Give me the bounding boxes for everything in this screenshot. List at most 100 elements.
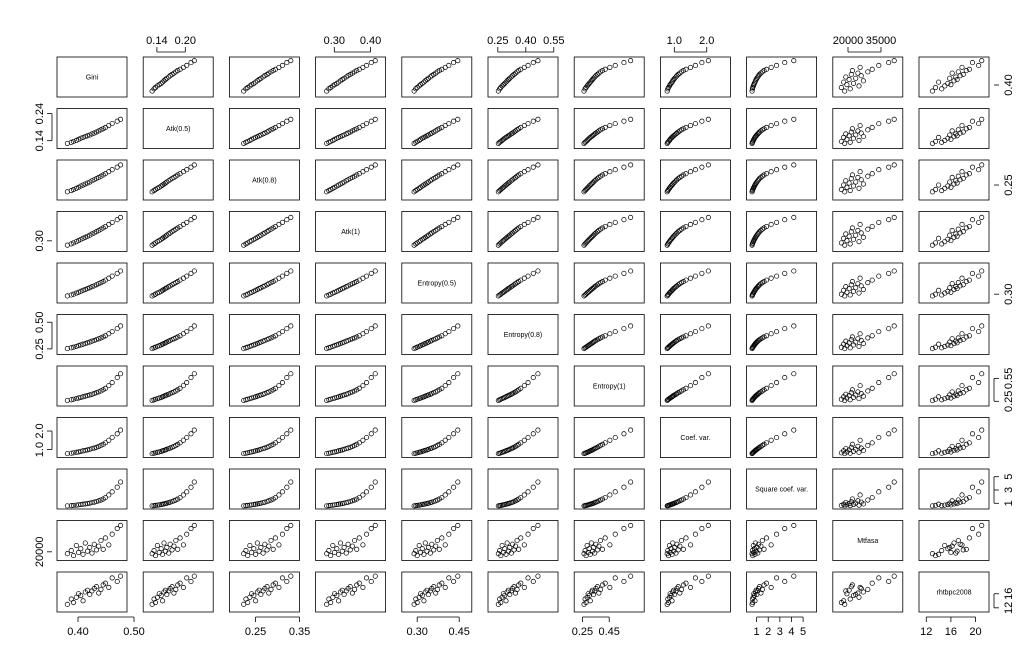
point-10-1-12	[169, 584, 175, 590]
point-10-7-20	[705, 573, 711, 579]
point-2-10-6	[936, 182, 942, 188]
point-6-7-20	[705, 371, 711, 377]
point-9-2-7	[254, 540, 260, 546]
point-7-8-16	[763, 440, 770, 446]
panel-5-7	[660, 314, 731, 355]
point-0-4-18	[446, 62, 452, 69]
point-6-3-17	[360, 383, 366, 389]
point-9-2-17	[276, 542, 282, 548]
point-10-0-20	[118, 573, 124, 579]
point-4-9-7	[860, 287, 866, 293]
point-0-9-4	[844, 82, 850, 88]
panel-4-1	[142, 262, 214, 304]
point-9-10-9	[947, 544, 953, 550]
point-1-5-20	[535, 116, 541, 122]
point-6-5-19	[530, 375, 536, 381]
point-8-9-16	[869, 495, 875, 501]
point-9-5-9	[507, 544, 513, 550]
point-9-6-17	[607, 542, 613, 548]
point-3-5-20	[535, 214, 541, 220]
point-7-2-16	[272, 440, 278, 446]
point-3-4-20	[455, 214, 461, 220]
point-8-2-13	[266, 498, 272, 504]
right-tick-label-2-0: 0.25	[1003, 174, 1015, 195]
point-9-4-11	[429, 541, 435, 547]
point-2-6-15	[599, 172, 606, 178]
variable-label-entropy-0-5: Entropy(0.5)	[418, 281, 457, 288]
point-10-5-14	[514, 586, 520, 593]
point-6-4-18	[446, 380, 452, 386]
point-3-9-5	[850, 236, 857, 242]
point-4-10-19	[969, 270, 976, 276]
point-2-9-7	[860, 181, 866, 187]
point-9-10-10	[953, 550, 959, 556]
point-9-4-5	[419, 546, 425, 552]
point-5-10-20	[979, 323, 985, 329]
top-tick-label-3-0: 0.30	[324, 35, 345, 47]
point-7-2-20	[288, 427, 294, 433]
point-10-0-13	[96, 590, 102, 596]
point-6-8-10	[755, 391, 761, 397]
point-5-10-13	[949, 336, 955, 342]
point-8-3-7	[337, 501, 344, 507]
point-9-10-12	[960, 547, 966, 553]
point-10-9-15	[849, 582, 855, 588]
panel-5-3	[315, 314, 387, 355]
point-0-9-2	[838, 85, 844, 91]
point-8-10-13	[949, 498, 955, 504]
point-5-0-19	[114, 326, 120, 332]
point-9-4-14	[434, 537, 440, 544]
point-4-10-6	[936, 287, 942, 293]
point-8-10-1	[939, 503, 945, 509]
panel-0-2	[228, 56, 300, 98]
point-4-8-18	[774, 273, 780, 279]
point-7-8-19	[782, 431, 788, 437]
point-0-4-5	[419, 80, 425, 86]
point-1-9-13	[855, 128, 861, 134]
top-tick-label-1-1: 0.20	[175, 35, 196, 47]
point-3-7-11	[674, 230, 680, 236]
bottom-tick-label-10-0: 12	[920, 626, 932, 638]
point-4-5-17	[521, 275, 527, 281]
point-8-0-19	[114, 484, 120, 490]
point-2-7-20	[705, 162, 711, 168]
point-6-4-17	[442, 383, 448, 389]
point-2-5-20	[535, 162, 541, 168]
right-tick-label-6-1: 0.55	[1003, 368, 1015, 389]
point-2-10-0	[929, 189, 935, 195]
point-8-7-18	[692, 489, 698, 495]
point-1-2-20	[288, 116, 294, 122]
point-2-9-14	[865, 173, 871, 179]
point-10-6-17	[607, 584, 613, 590]
point-10-3-15	[354, 582, 360, 588]
point-9-1-6	[160, 551, 166, 557]
point-5-10-19	[969, 326, 976, 332]
point-1-6-17	[607, 122, 613, 129]
point-7-0-2	[70, 450, 77, 456]
point-6-4-16	[439, 385, 445, 391]
point-9-2-2	[245, 553, 251, 559]
point-9-5-20	[535, 522, 541, 528]
panel-6-3	[315, 365, 387, 407]
point-5-0-4	[76, 343, 82, 349]
point-0-7-20	[705, 58, 711, 64]
point-10-9-8	[846, 587, 852, 593]
point-5-10-9	[947, 339, 953, 345]
point-2-6-18	[612, 167, 618, 173]
point-2-7-18	[692, 167, 698, 173]
point-0-9-1	[847, 86, 853, 92]
point-0-10-2	[932, 85, 939, 91]
point-10-1-18	[184, 575, 190, 581]
right-tick-label-10-0: 12	[1003, 602, 1015, 614]
point-9-3-15	[354, 546, 360, 552]
point-1-0-18	[109, 121, 115, 127]
point-9-8-14	[759, 537, 765, 544]
point-9-10-6	[936, 551, 942, 557]
bottom-tick-label-10-1: 16	[945, 626, 957, 638]
point-3-10-14	[955, 226, 961, 232]
point-7-6-9	[590, 446, 597, 452]
point-8-4-15	[436, 496, 442, 502]
point-7-10-18	[976, 434, 982, 441]
point-5-0-8	[84, 340, 91, 346]
point-2-0-20	[118, 162, 124, 168]
